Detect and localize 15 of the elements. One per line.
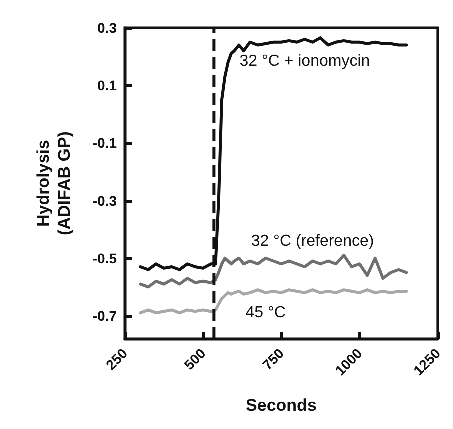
series-label: 32 °C (reference) — [251, 232, 374, 250]
y-tick-label: 0.3 — [98, 20, 118, 36]
series-label: 32 °C + ionomycin — [240, 53, 370, 70]
y-axis-title: Hydrolysis (ADIFAB GP) — [34, 132, 74, 236]
x-tick-label: 250 — [102, 345, 131, 374]
y-tick-label: -0.1 — [92, 135, 118, 152]
y-tick-label: -0.3 — [92, 192, 118, 209]
x-tick-label: 750 — [259, 345, 288, 374]
x-axis-title: Seconds — [246, 396, 317, 415]
x-tick-label: 500 — [181, 345, 210, 374]
series-label: 45 °C — [246, 304, 286, 322]
line-series — [139, 254, 408, 289]
y-tick-label: 0.1 — [98, 78, 118, 94]
y-tick-label: -0.7 — [92, 308, 118, 324]
y-tick-label: -0.5 — [92, 250, 118, 266]
